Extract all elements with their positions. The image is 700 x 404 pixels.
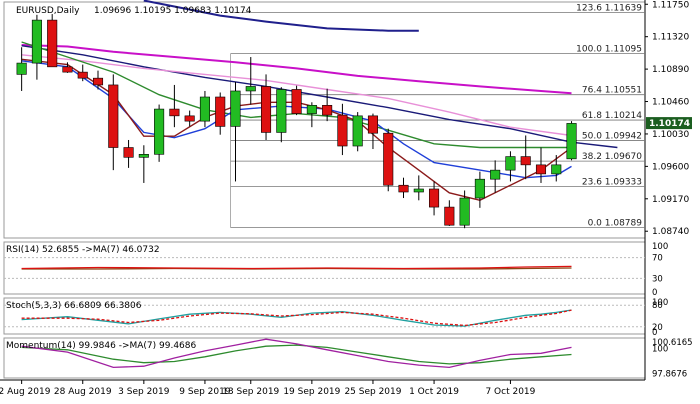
rsi-axis-label: 30 [652,274,663,284]
candle-bear [47,19,58,68]
candle-bear [444,206,455,226]
momentum-indicator-label: Momentum(14) 99.9846 ->MA(7) 99.4686 [6,341,197,351]
time-tick-label: 3 Sep 2019 [118,387,170,397]
candle-bull [276,89,287,133]
candle-bear [169,108,180,117]
ma-line-navy [143,0,419,32]
price-tick-label: 1.11750 [652,0,689,10]
price-tick-label: 1.10890 [652,65,689,75]
time-tick-label: 22 Aug 2019 [0,387,51,397]
candle-bear [383,132,394,186]
fib-level-label: 61.8 1.10214 [582,111,642,121]
candle-bull [551,164,562,175]
stoch-axis-label: 0 [652,328,657,338]
candle-bull [490,169,501,180]
price-tick-label: 1.08740 [652,227,689,237]
price-tick-label: 1.09600 [652,162,689,172]
candle-bull [199,96,210,122]
ma-line-blue [21,60,572,179]
stoch-axis-label: 80 [652,301,663,311]
indicators-layer: 100 70 30 0 RSI(14) 52.6855 ->MA(7) 46.0732 1… [4,242,693,380]
rsi-axis-label: 100 [652,242,668,252]
fib-level-label: 0.0 1.08789 [588,219,643,229]
stoch-axis-label: 20 [652,323,663,333]
momentum-axis-label: 97.8676 [652,370,687,380]
candle-bear [367,115,378,134]
momentum-line [21,338,572,369]
fib-level-label: 23.6 1.09333 [582,178,642,188]
chart-ohlc-label: 1.09696 1.10195 1.09683 1.10174 [94,6,252,16]
time-tick-label: 1 Oct 2019 [409,387,459,397]
candle-bear [108,84,119,148]
chart-symbol-label: EURUSD,Daily [16,6,80,16]
last-price-label: 1.10174 [649,119,690,129]
candle-bull [352,115,363,147]
grid-layer [0,0,646,381]
price-tick-label: 1.11320 [652,33,689,43]
fib-level-label: 76.4 1.10551 [582,86,642,96]
candle-bear [184,115,195,122]
candle-bear [77,71,88,79]
candle-bull [413,188,424,193]
stoch-axis-label: 100 [652,298,668,308]
rsi-axis-label: 0 [652,288,657,298]
fib-level-label: 38.2 1.09670 [582,152,642,162]
candle-bear [261,86,272,133]
candle-bear [291,89,302,114]
price-tick-label: 1.10460 [652,98,689,108]
candles-layer [16,14,577,229]
candle-bear [92,77,104,86]
time-tick-label: 25 Sep 2019 [344,387,401,397]
rsi-indicator-label: RSI(14) 52.6855 ->MA(7) 46.0732 [6,245,160,255]
candle-bull [306,104,317,114]
stoch-indicator-label: Stoch(5,3,3) 66.6809 66.3806 [6,301,142,311]
candle-bear [520,156,531,166]
candle-bear [215,96,226,127]
ma-line-pink [21,54,572,137]
candle-bull [474,178,485,199]
rsi-axis-label: 70 [652,254,663,264]
candle-bear [429,188,440,208]
fib-level-label: 100.0 1.11095 [576,45,642,55]
time-tick-label: 7 Oct 2019 [485,387,535,397]
candle-bull [566,123,577,160]
candle-bear [337,114,348,147]
candle-bull [230,90,241,127]
rsi-line [21,265,572,270]
ma-line-darkred [21,58,572,202]
candle-bull [154,108,165,155]
time-tick-label: 19 Sep 2019 [283,387,340,397]
candle-bull [31,19,42,64]
price-tick-label: 1.10030 [652,130,689,140]
candle-bear [62,66,73,73]
price-tick-label: 1.09170 [652,195,689,205]
ma-line-magenta [21,44,572,95]
stoch-main-line [21,309,572,327]
time-tick-label: 13 Sep 2019 [222,387,279,397]
momentum-axis-label: 100 [652,345,668,355]
candle-bull [138,154,149,158]
momentum-axis-label: 100.6165 [652,338,693,348]
stoch-signal-line [21,309,572,327]
candle-bull [459,197,470,226]
candle-bear [535,164,547,175]
time-tick-label: 28 Aug 2019 [54,387,112,397]
candle-bear [322,104,333,116]
candle-bull [16,62,27,75]
axis-layer: 1.11750 1.11320 1.10890 1.10460 1.10030 1.096… [0,0,692,397]
candle-bull [245,86,256,92]
candle-bear [123,147,134,158]
time-tick-label: 9 Sep 2019 [179,387,231,397]
last-price-box [646,117,692,130]
fib-level-label: 50.0 1.09942 [582,132,642,142]
candle-bear [398,184,409,193]
fib-level-label: 123.6 1.11639 [576,4,642,14]
candle-bull [505,156,516,171]
